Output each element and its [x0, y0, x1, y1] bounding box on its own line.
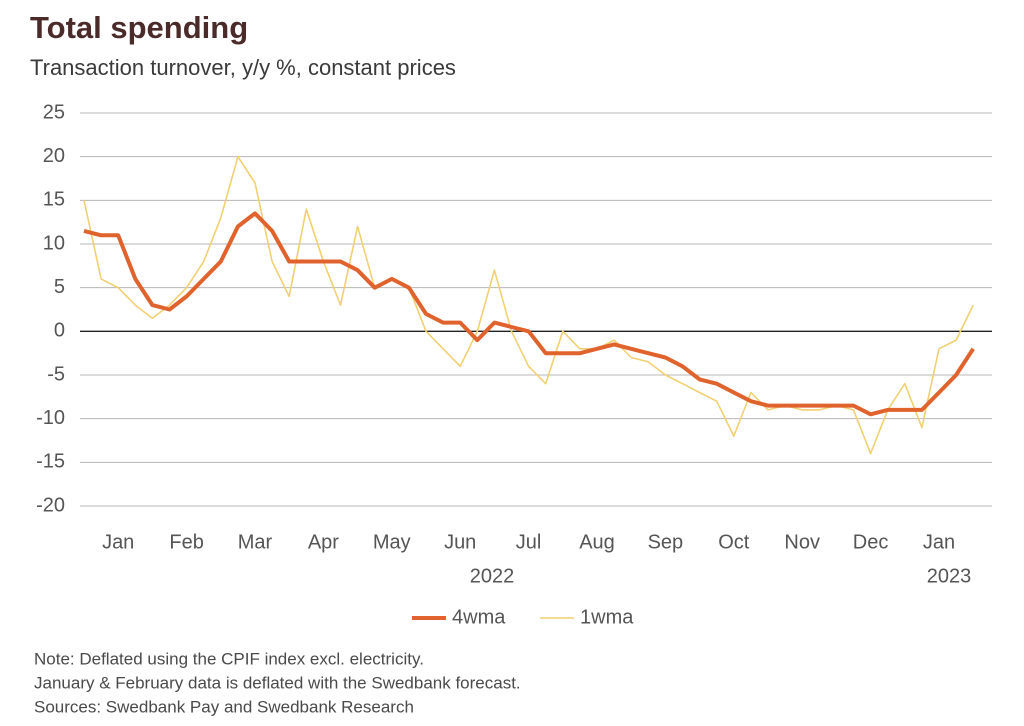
x-tick-label: Apr — [308, 531, 339, 553]
x-tick-label: Jul — [516, 531, 542, 553]
series-line — [83, 155, 974, 455]
legend-label: 1wma — [580, 606, 634, 628]
x-tick-label: Mar — [238, 531, 273, 553]
y-tick-label: 5 — [54, 276, 65, 298]
note: Note: Deflated using the CPIF index excl… — [34, 649, 424, 668]
x-tick-label: Jan — [923, 531, 955, 553]
y-tick-label: 20 — [43, 145, 65, 167]
x-tick-label: Jan — [102, 531, 134, 553]
y-tick-label: -10 — [36, 407, 65, 429]
x-tick-label: May — [373, 531, 411, 553]
x-tick-label: Dec — [853, 531, 889, 553]
chart-subtitle: Transaction turnover, y/y %, constant pr… — [30, 55, 456, 80]
x-tick-label: Sep — [648, 531, 684, 553]
y-tick-label: 25 — [43, 101, 65, 123]
x-tick-label: Feb — [169, 531, 203, 553]
y-tick-label: -5 — [47, 363, 65, 385]
chart-title: Total spending — [30, 10, 248, 45]
y-tick-label: 0 — [54, 320, 65, 342]
x-group-label: 2022 — [470, 565, 515, 587]
x-tick-label: Jun — [444, 531, 476, 553]
y-tick-label: -20 — [36, 494, 65, 516]
note: Sources: Swedbank Pay and Swedbank Resea… — [34, 697, 414, 716]
x-tick-label: Oct — [718, 531, 750, 553]
note: January & February data is deflated with… — [34, 673, 521, 692]
series-line — [83, 211, 975, 417]
x-tick-label: Aug — [579, 531, 615, 553]
y-tick-label: 10 — [43, 232, 65, 254]
y-tick-label: 15 — [43, 189, 65, 211]
x-tick-label: Nov — [784, 531, 820, 553]
x-group-label: 2023 — [927, 565, 972, 587]
y-tick-label: -15 — [36, 451, 65, 473]
legend-label: 4wma — [452, 606, 506, 628]
